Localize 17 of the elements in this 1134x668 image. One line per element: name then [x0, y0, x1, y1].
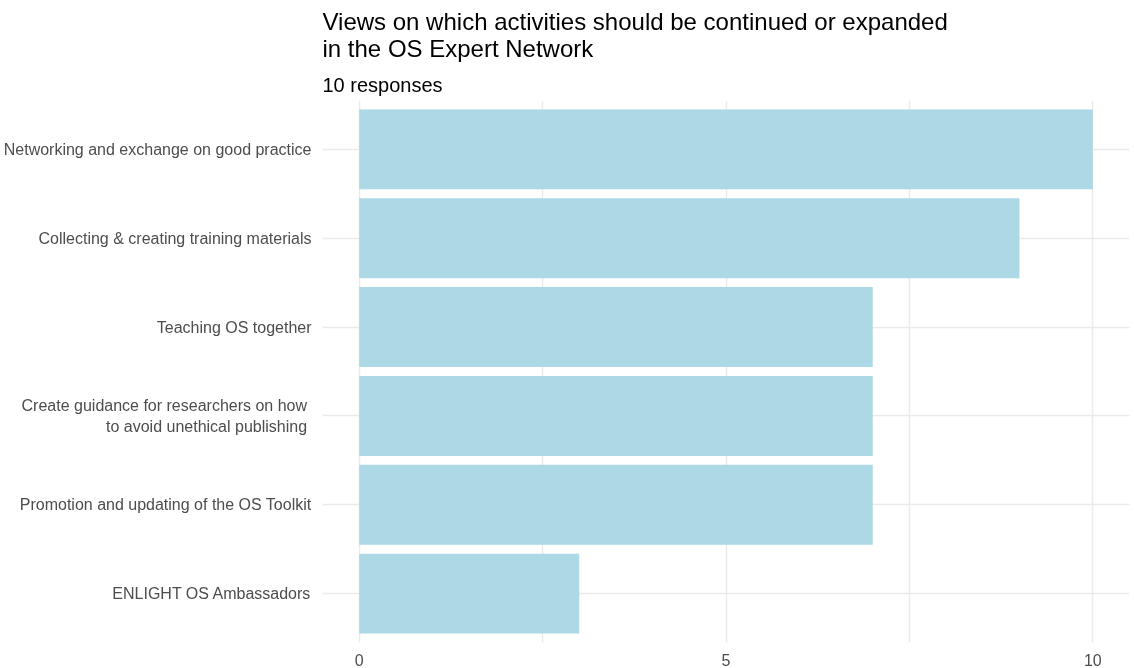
chart-title: Views on which activities should be continued or expanded in the OS Expert Network [322, 7, 948, 62]
y-tick-label: Promotion and updating of the OS Toolkit [19, 496, 312, 514]
y-tick-label: Networking and exchange on good practice [3, 140, 312, 158]
bar [359, 464, 873, 545]
y-tick-label: Create guidance for researchers on how to avoid unethical publishing [21, 397, 308, 435]
x-tick-label: 0 [354, 651, 364, 668]
bar [359, 198, 1020, 279]
bar [359, 287, 873, 368]
bar [359, 553, 580, 634]
y-tick-label: Teaching OS together [156, 318, 313, 336]
bar [359, 109, 1093, 190]
bar [359, 375, 873, 456]
x-tick-label: 10 [1083, 651, 1102, 668]
y-tick-label: Collecting & creating training materials [38, 229, 312, 247]
chart-subtitle: 10 responses [322, 73, 443, 96]
x-tick-label: 5 [721, 651, 731, 668]
y-tick-label: ENLIGHT OS Ambassadors [112, 585, 311, 603]
